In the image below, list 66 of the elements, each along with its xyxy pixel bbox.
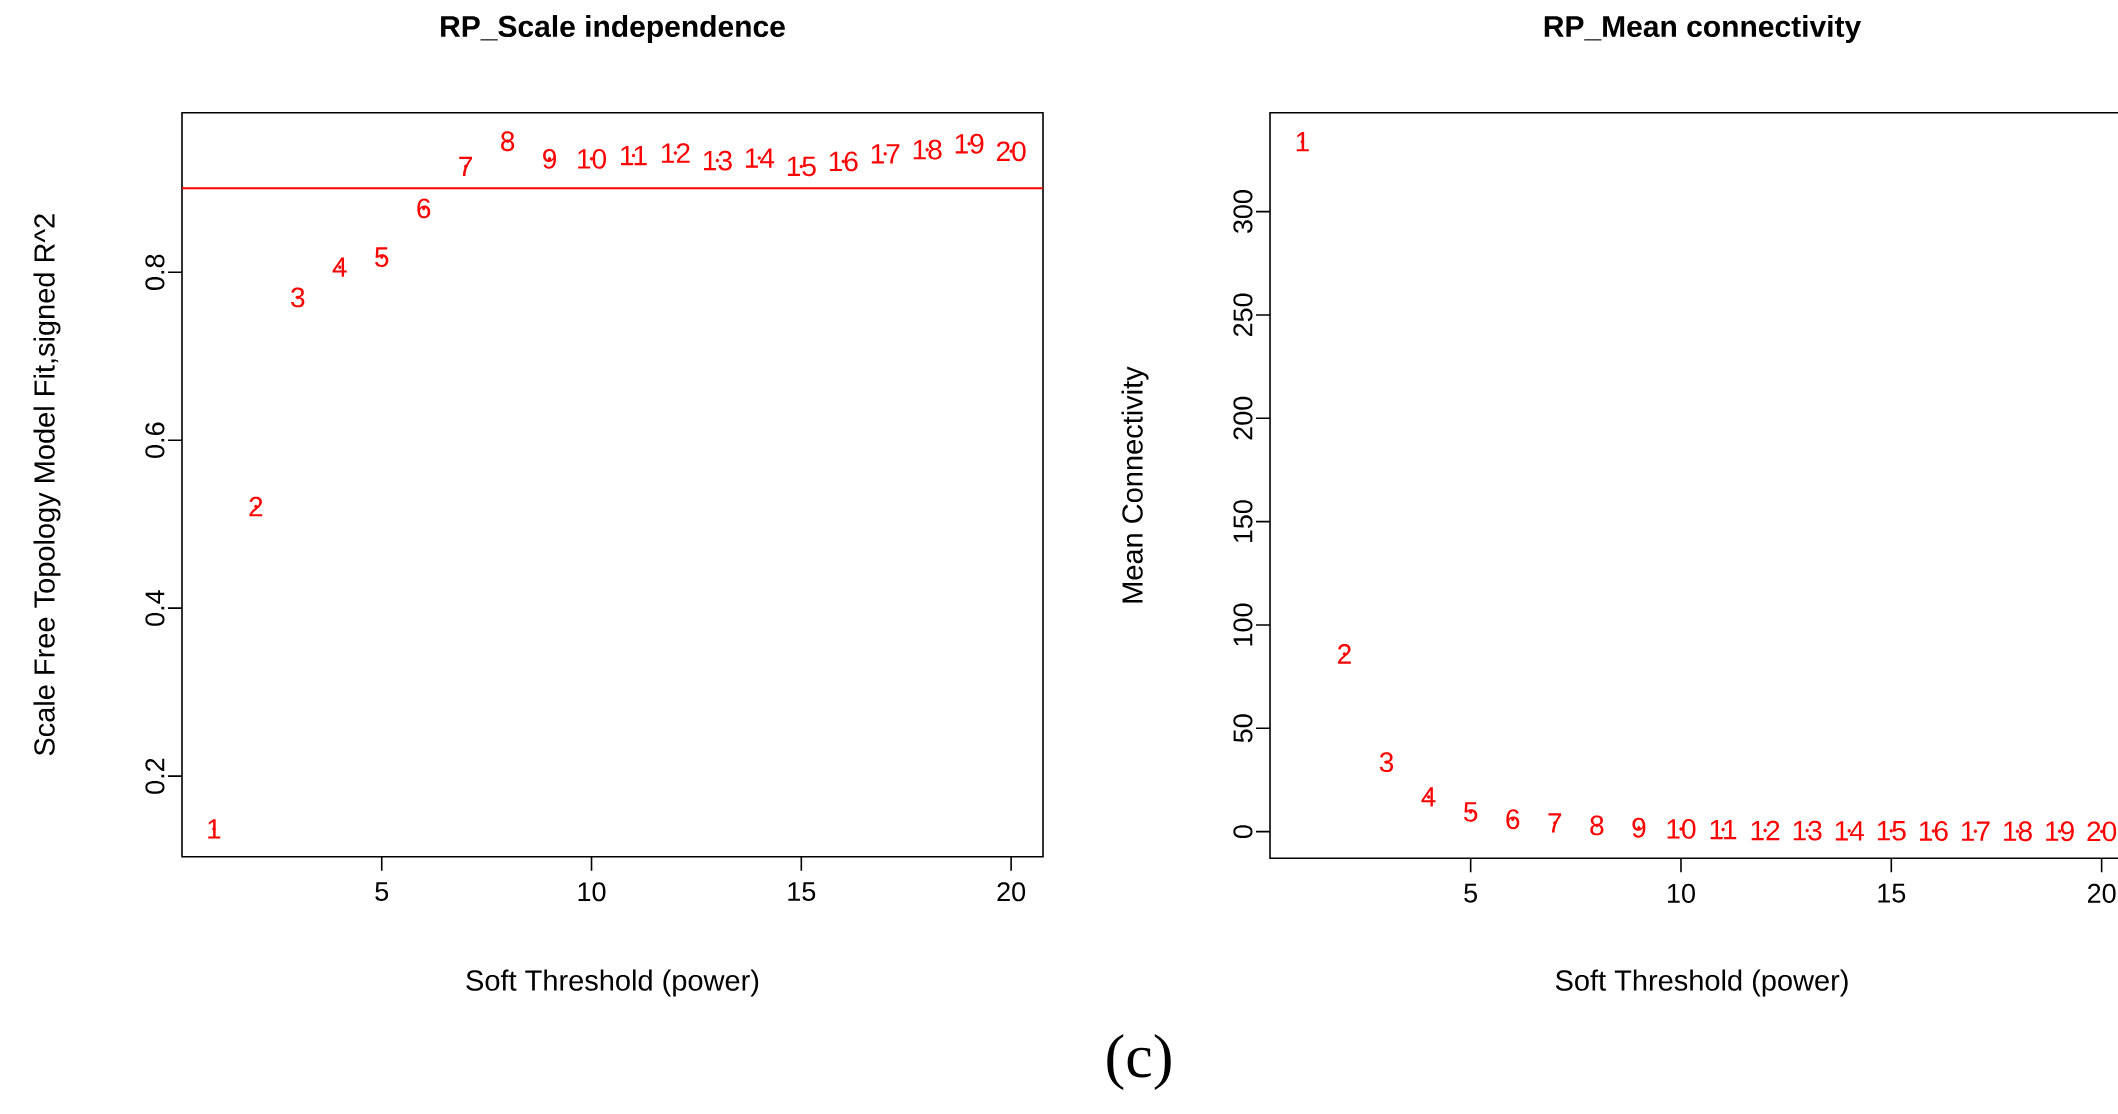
y-tick-label: 0.2 [145,758,165,794]
annotation: 7 [1548,813,1562,833]
annotation: 7 [459,156,473,177]
annotation: 17 [1962,821,1990,841]
y-tick-label: 250 [1233,293,1253,337]
annotation: 3 [1379,752,1394,773]
y-tick-label: 0.4 [145,590,165,626]
annotation: 13 [1793,820,1822,841]
annotation: 9 [1632,817,1646,838]
annotation: 2 [249,496,263,517]
annotation: 12 [662,143,690,163]
annotation: 20 [2087,821,2117,842]
x-tick-label: 10 [1668,883,1695,903]
x-tick-label: 15 [788,882,816,902]
y-tick-label: 150 [1233,500,1253,543]
y-tick-label: 50 [1233,714,1253,743]
annotation: 20 [996,141,1026,162]
y-tick-label: 100 [1233,603,1253,646]
annotation: 12 [1751,820,1780,841]
annotation: 4 [332,257,347,277]
annotation: 1 [208,819,221,839]
annotation: 4 [1421,787,1436,807]
annotation: 19 [955,133,984,154]
annotation: 14 [745,148,775,168]
x-tick-label: 5 [375,882,389,902]
y-tick-label: 0.8 [145,254,165,290]
annotation: 19 [2046,821,2074,842]
annotation: 18 [913,139,942,160]
annotation: 15 [1877,821,1906,841]
annotation: 11 [621,145,647,166]
annotation: 17 [871,144,900,164]
annotation: 8 [501,131,515,152]
y-tick-label: 200 [1233,396,1253,440]
x-tick-label: 5 [1464,883,1478,903]
annotation: 10 [1667,819,1696,839]
x-tick-label: 20 [2087,883,2116,903]
y-tick-label: 0.6 [145,422,165,458]
x-tick-label: 20 [997,882,1026,902]
annotation: 14 [1835,821,1864,841]
x-tick-label: 15 [1878,883,1906,903]
annotation: 16 [1919,821,1948,841]
x-axis-title: Soft Threshold (power) [466,969,759,997]
annotation: 1 [1296,132,1309,152]
chart-title: RP_Scale independence [441,15,785,43]
y-tick-label: 300 [1233,190,1253,234]
annotation: 11 [1710,819,1737,840]
text: (c) [1107,1033,1171,1091]
annotation: 6 [1506,809,1520,830]
chart-title: RP_Mean connectivity [1544,15,1862,43]
annotation: 6 [417,198,431,219]
annotation: 9 [543,148,557,169]
annotation: 5 [375,247,389,267]
x-tick-label: 10 [578,882,606,902]
annotation: 16 [829,151,858,172]
annotation: 3 [291,287,305,308]
annotation: 8 [1590,815,1604,836]
annotation: 10 [578,148,607,169]
x-axis-title: Soft Threshold (power) [1555,969,1848,997]
y-axis-title: Mean Connectivity [1121,366,1149,603]
annotation: 2 [1338,644,1351,664]
annotation: 5 [1464,802,1478,822]
annotation: 15 [787,156,816,177]
annotation: 18 [2004,821,2032,842]
y-tick-label: 0 [1233,825,1253,839]
annotation: 13 [703,150,732,171]
y-axis-title: Scale Free Topology Model Fit,signed R^2 [33,214,61,756]
